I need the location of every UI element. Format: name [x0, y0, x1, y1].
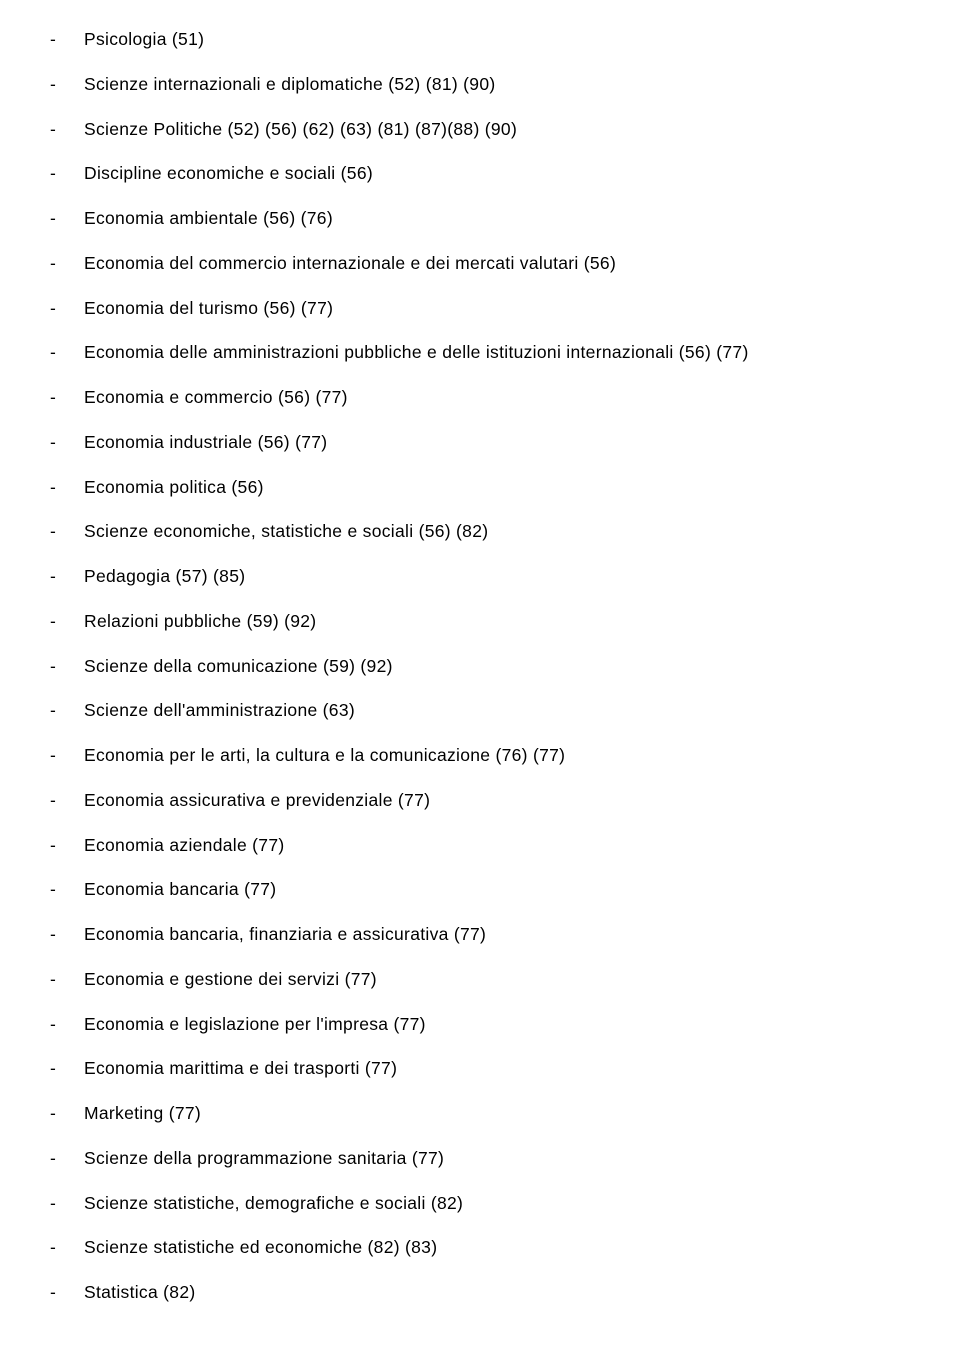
list-item: -Relazioni pubbliche (59) (92) [50, 610, 920, 633]
list-item-text: Economia delle amministrazioni pubbliche… [84, 341, 920, 364]
bullet-dash: - [50, 834, 84, 857]
list-item-text: Scienze dell'amministrazione (63) [84, 699, 920, 722]
list-item: -Psicologia (51) [50, 28, 920, 51]
list-item: -Economia delle amministrazioni pubblich… [50, 341, 920, 364]
bullet-dash: - [50, 520, 84, 543]
bullet-dash: - [50, 923, 84, 946]
list-item-text: Economia bancaria, finanziaria e assicur… [84, 923, 920, 946]
list-item-text: Economia assicurativa e previdenziale (7… [84, 789, 920, 812]
bullet-dash: - [50, 207, 84, 230]
bullet-dash: - [50, 699, 84, 722]
bullet-dash: - [50, 655, 84, 678]
list-item-text: Relazioni pubbliche (59) (92) [84, 610, 920, 633]
list-item: -Discipline economiche e sociali (56) [50, 162, 920, 185]
list-item: -Economia politica (56) [50, 476, 920, 499]
list-item-text: Statistica (82) [84, 1281, 920, 1304]
list-item-text: Scienze Politiche (52) (56) (62) (63) (8… [84, 118, 920, 141]
list-item: -Economia marittima e dei trasporti (77) [50, 1057, 920, 1080]
list-item-text: Economia per le arti, la cultura e la co… [84, 744, 920, 767]
list-item: -Economia industriale (56) (77) [50, 431, 920, 454]
bullet-dash: - [50, 297, 84, 320]
list-item: -Economia aziendale (77) [50, 834, 920, 857]
bullet-dash: - [50, 1236, 84, 1259]
list-item: -Economia assicurativa e previdenziale (… [50, 789, 920, 812]
list-item-text: Scienze internazionali e diplomatiche (5… [84, 73, 920, 96]
list-item: -Economia e legislazione per l'impresa (… [50, 1013, 920, 1036]
list-item-text: Economia bancaria (77) [84, 878, 920, 901]
bullet-dash: - [50, 1013, 84, 1036]
list-item-text: Scienze della programmazione sanitaria (… [84, 1147, 920, 1170]
bullet-dash: - [50, 610, 84, 633]
list-item-text: Economia marittima e dei trasporti (77) [84, 1057, 920, 1080]
bullet-dash: - [50, 118, 84, 141]
list-item-text: Scienze economiche, statistiche e social… [84, 520, 920, 543]
bullet-dash: - [50, 28, 84, 51]
list-item: -Statistica (82) [50, 1281, 920, 1304]
list-item: -Pedagogia (57) (85) [50, 565, 920, 588]
bullet-dash: - [50, 1281, 84, 1304]
list-item-text: Economia del commercio internazionale e … [84, 252, 920, 275]
list-item-text: Scienze della comunicazione (59) (92) [84, 655, 920, 678]
bullet-dash: - [50, 968, 84, 991]
bullet-dash: - [50, 431, 84, 454]
bullet-dash: - [50, 744, 84, 767]
list-item: -Economia per le arti, la cultura e la c… [50, 744, 920, 767]
bullet-dash: - [50, 476, 84, 499]
list-item-text: Economia industriale (56) (77) [84, 431, 920, 454]
list-item-text: Scienze statistiche ed economiche (82) (… [84, 1236, 920, 1259]
list-item: -Economia bancaria (77) [50, 878, 920, 901]
bullet-dash: - [50, 1147, 84, 1170]
list-item: -Scienze internazionali e diplomatiche (… [50, 73, 920, 96]
bullet-dash: - [50, 789, 84, 812]
list-item-text: Psicologia (51) [84, 28, 920, 51]
list-item-text: Economia aziendale (77) [84, 834, 920, 857]
list-item: -Economia del turismo (56) (77) [50, 297, 920, 320]
list-item: -Scienze statistiche, demografiche e soc… [50, 1192, 920, 1215]
bullet-dash: - [50, 341, 84, 364]
list-item-text: Economia e gestione dei servizi (77) [84, 968, 920, 991]
list-item: -Marketing (77) [50, 1102, 920, 1125]
list-item: -Scienze Politiche (52) (56) (62) (63) (… [50, 118, 920, 141]
list-item: -Scienze statistiche ed economiche (82) … [50, 1236, 920, 1259]
bullet-dash: - [50, 565, 84, 588]
list-item-text: Scienze statistiche, demografiche e soci… [84, 1192, 920, 1215]
bullet-dash: - [50, 162, 84, 185]
list-item-text: Economia e commercio (56) (77) [84, 386, 920, 409]
document-list: -Psicologia (51)-Scienze internazionali … [50, 28, 920, 1326]
bullet-dash: - [50, 252, 84, 275]
list-item-text: Pedagogia (57) (85) [84, 565, 920, 588]
bullet-dash: - [50, 73, 84, 96]
list-item: -Scienze dell'amministrazione (63) [50, 699, 920, 722]
bullet-dash: - [50, 1102, 84, 1125]
list-item: -Economia bancaria, finanziaria e assicu… [50, 923, 920, 946]
list-item: -Economia del commercio internazionale e… [50, 252, 920, 275]
list-item-text: Economia ambientale (56) (76) [84, 207, 920, 230]
bullet-dash: - [50, 878, 84, 901]
list-item: -Economia e gestione dei servizi (77) [50, 968, 920, 991]
list-item: -Scienze della comunicazione (59) (92) [50, 655, 920, 678]
list-item-text: Economia e legislazione per l'impresa (7… [84, 1013, 920, 1036]
list-item: -Scienze della programmazione sanitaria … [50, 1147, 920, 1170]
list-item-text: Economia politica (56) [84, 476, 920, 499]
list-item-text: Economia del turismo (56) (77) [84, 297, 920, 320]
list-item: -Economia e commercio (56) (77) [50, 386, 920, 409]
list-item: -Scienze economiche, statistiche e socia… [50, 520, 920, 543]
bullet-dash: - [50, 386, 84, 409]
bullet-dash: - [50, 1192, 84, 1215]
list-item-text: Marketing (77) [84, 1102, 920, 1125]
bullet-dash: - [50, 1057, 84, 1080]
list-item-text: Discipline economiche e sociali (56) [84, 162, 920, 185]
list-item: -Economia ambientale (56) (76) [50, 207, 920, 230]
